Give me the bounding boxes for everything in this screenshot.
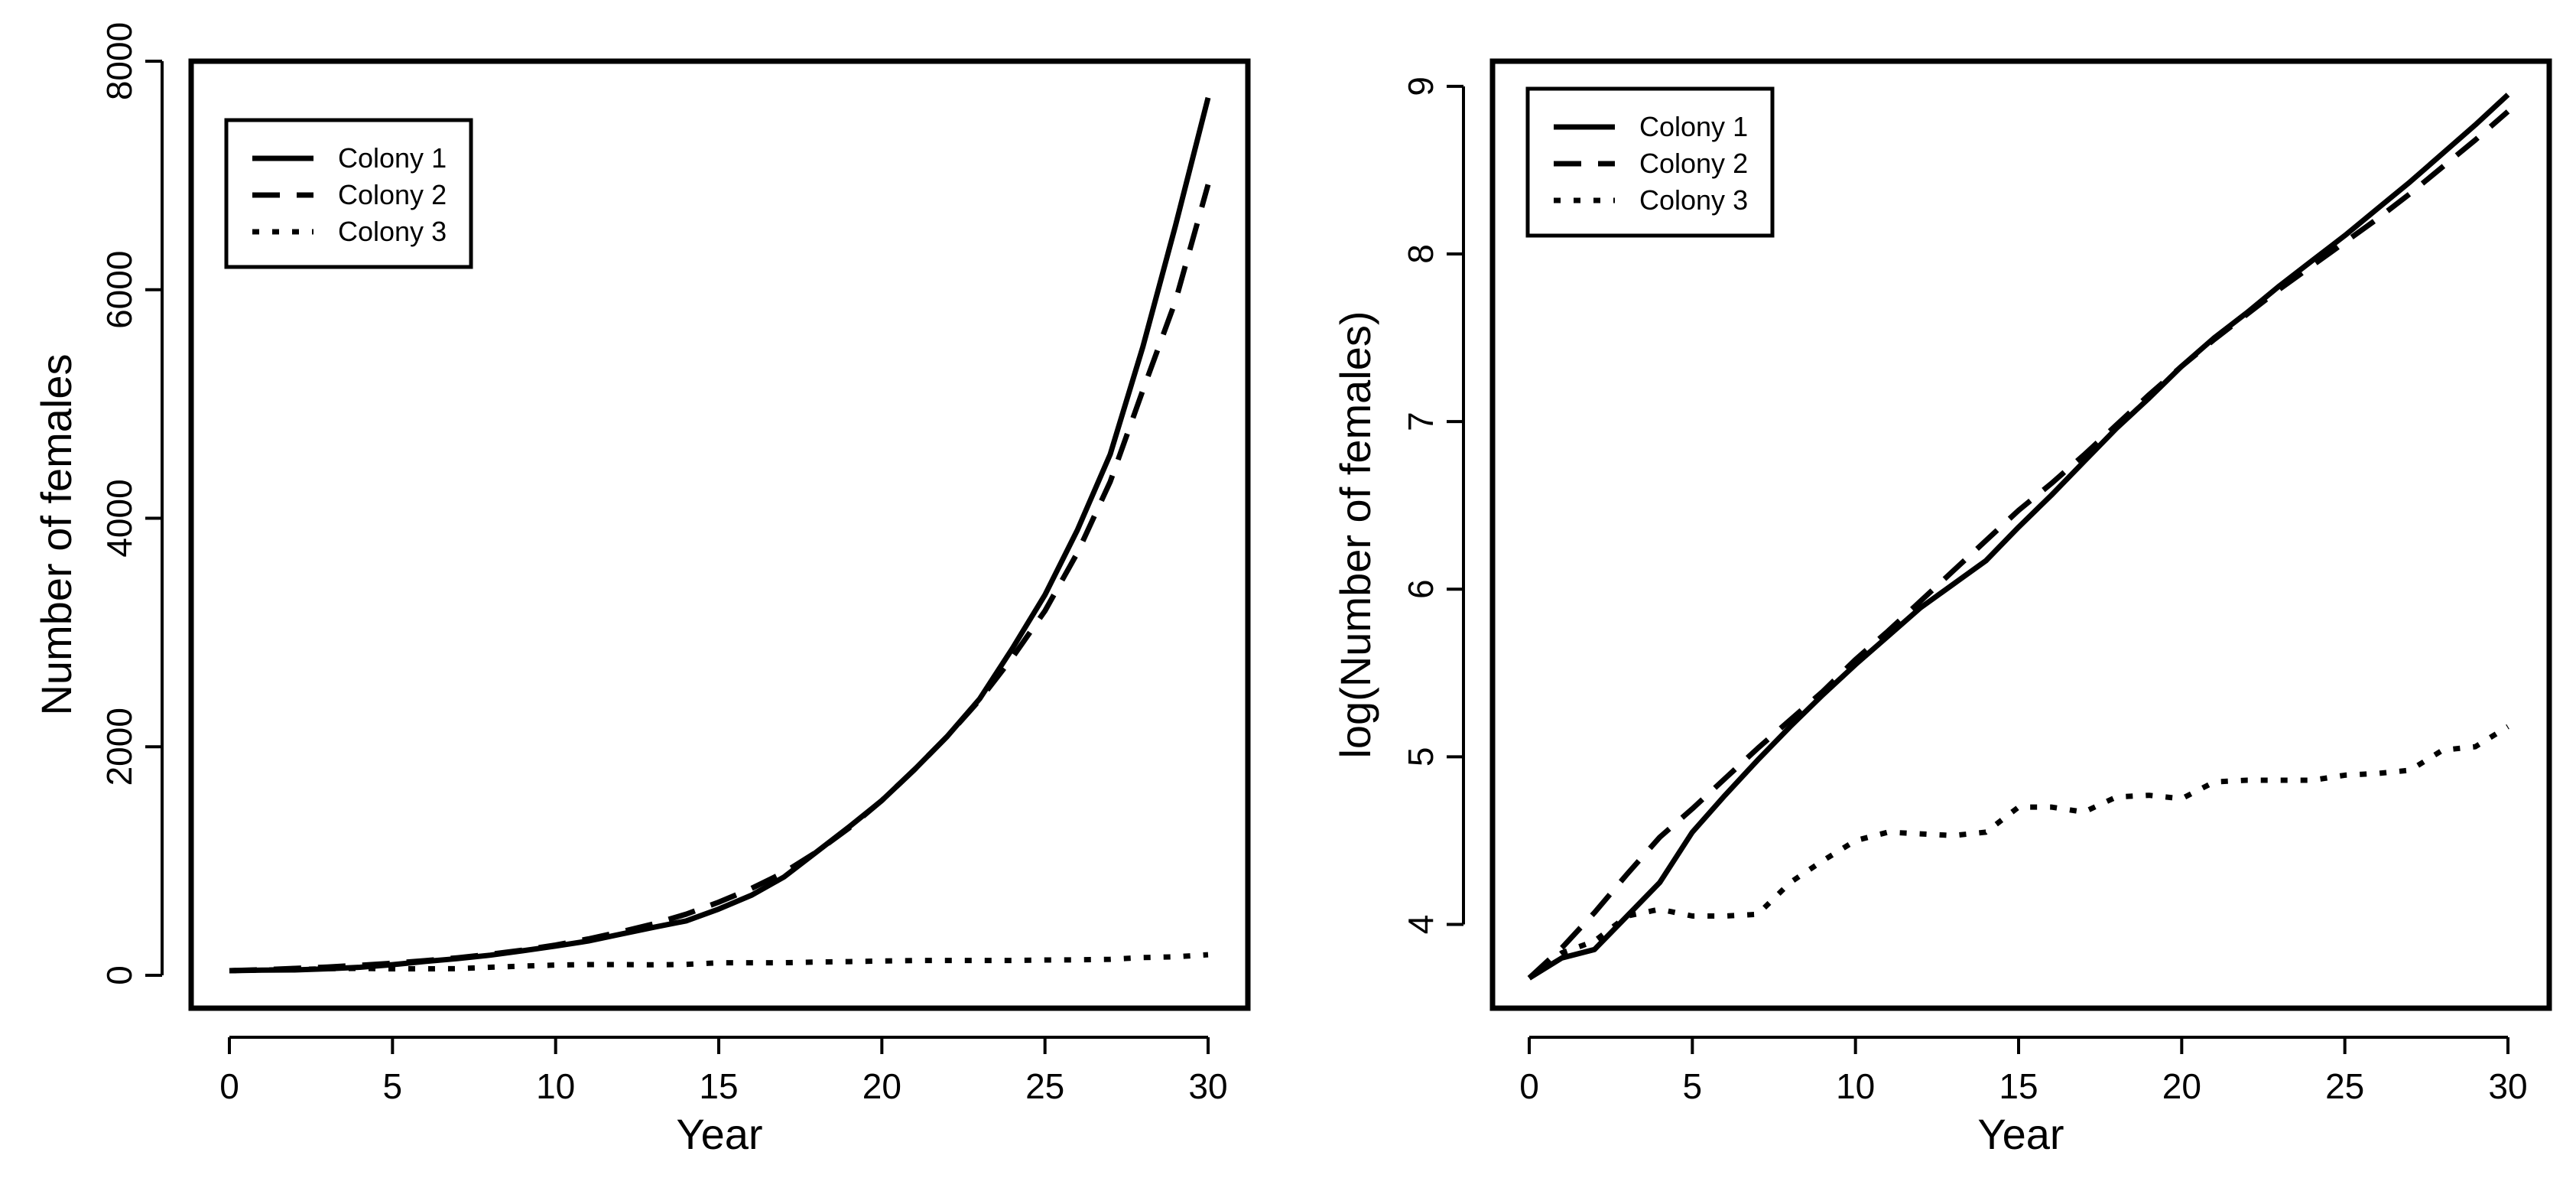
y-tick-label: 8 [1401,244,1441,264]
series-line-1 [229,96,1211,974]
series-line-3 [229,952,1209,974]
x-tick-label: 5 [1683,1066,1703,1106]
y-axis: 4 5 6 7 8 9 [1401,76,1465,935]
plot-frame [1489,58,2552,1011]
x-tick-label: 15 [699,1066,738,1106]
series-line-1 [1528,93,2510,981]
x-tick-label: 25 [1025,1066,1064,1106]
legend-label: Colony 3 [1639,184,1748,216]
legend-label: Colony 3 [338,216,447,247]
legend: Colony 1 Colony 2 Colony 3 [1525,86,1775,238]
data-lines [229,96,1211,974]
y-tick-label: 0 [99,965,139,985]
y-tick-label: 4000 [99,479,139,557]
y-tick-label: 8000 [99,22,139,100]
y-tick-label: 6000 [99,251,139,329]
y-axis-title: Number of females [32,353,80,715]
y-axis-title: log(Number of females) [1331,311,1379,758]
x-tick-label: 0 [219,1066,239,1106]
chart-left-panel: 0 5 10 15 20 25 30 0 2000 4000 6000 8000 Year Numb… [32,22,1251,1158]
y-axis: 0 2000 4000 6000 8000 [99,22,164,985]
y-tick-label: 2000 [99,708,139,786]
x-tick-label: 30 [1188,1066,1227,1106]
chart-right-panel: 0 5 10 15 20 25 30 4 5 6 7 8 9 Year log(Number of f… [1331,58,2552,1158]
x-axis: 0 5 10 15 20 25 30 [1519,1036,2528,1106]
plot-frame [188,58,1251,1011]
legend-label: Colony 1 [1639,111,1748,142]
data-lines [1527,93,2510,981]
legend-label: Colony 2 [1639,148,1748,179]
y-tick-label: 7 [1401,412,1441,431]
x-tick-label: 20 [2162,1066,2201,1106]
x-axis-title: Year [1977,1110,2064,1158]
legend-label: Colony 1 [338,142,447,174]
x-tick-label: 30 [2488,1066,2527,1106]
x-axis-title: Year [676,1110,762,1158]
legend: Colony 1 Colony 2 Colony 3 [224,118,473,269]
x-tick-label: 10 [1836,1066,1875,1106]
y-tick-label: 6 [1401,579,1441,599]
x-tick-label: 15 [1999,1066,2038,1106]
x-tick-label: 20 [862,1066,901,1106]
series-line-2 [229,184,1211,974]
x-tick-label: 5 [383,1066,403,1106]
y-tick-label: 4 [1401,915,1441,935]
x-axis: 0 5 10 15 20 25 30 [219,1036,1228,1106]
legend-label: Colony 2 [338,179,447,210]
y-tick-label: 5 [1401,747,1441,767]
y-tick-label: 9 [1401,76,1441,96]
x-tick-label: 25 [2325,1066,2364,1106]
x-tick-label: 0 [1519,1066,1539,1106]
series-line-3 [1527,724,2509,981]
x-tick-label: 10 [536,1066,575,1106]
series-line-2 [1527,109,2510,981]
